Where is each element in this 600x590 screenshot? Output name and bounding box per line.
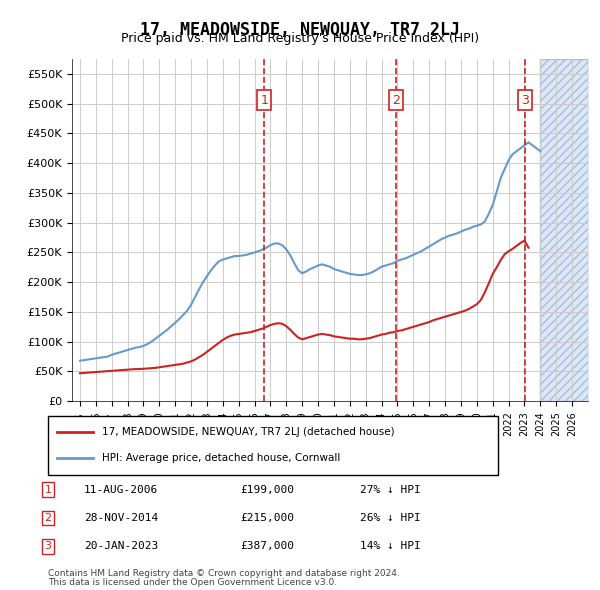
Text: £387,000: £387,000 xyxy=(240,542,294,551)
Text: £215,000: £215,000 xyxy=(240,513,294,523)
Text: 27% ↓ HPI: 27% ↓ HPI xyxy=(360,485,421,494)
Text: Price paid vs. HM Land Registry's House Price Index (HPI): Price paid vs. HM Land Registry's House … xyxy=(121,32,479,45)
Text: 1: 1 xyxy=(44,485,52,494)
Text: 1: 1 xyxy=(260,94,268,107)
Text: 17, MEADOWSIDE, NEWQUAY, TR7 2LJ: 17, MEADOWSIDE, NEWQUAY, TR7 2LJ xyxy=(140,21,460,39)
Text: 26% ↓ HPI: 26% ↓ HPI xyxy=(360,513,421,523)
Text: HPI: Average price, detached house, Cornwall: HPI: Average price, detached house, Corn… xyxy=(102,454,340,463)
Text: £199,000: £199,000 xyxy=(240,485,294,494)
Text: Contains HM Land Registry data © Crown copyright and database right 2024.: Contains HM Land Registry data © Crown c… xyxy=(48,569,400,578)
Text: 20-JAN-2023: 20-JAN-2023 xyxy=(84,542,158,551)
Text: 11-AUG-2006: 11-AUG-2006 xyxy=(84,485,158,494)
Text: This data is licensed under the Open Government Licence v3.0.: This data is licensed under the Open Gov… xyxy=(48,578,337,587)
FancyBboxPatch shape xyxy=(48,416,498,475)
Text: 2: 2 xyxy=(44,513,52,523)
Text: 3: 3 xyxy=(44,542,52,551)
Text: 14% ↓ HPI: 14% ↓ HPI xyxy=(360,542,421,551)
Text: 28-NOV-2014: 28-NOV-2014 xyxy=(84,513,158,523)
Text: 17, MEADOWSIDE, NEWQUAY, TR7 2LJ (detached house): 17, MEADOWSIDE, NEWQUAY, TR7 2LJ (detach… xyxy=(102,428,395,437)
Text: 3: 3 xyxy=(521,94,529,107)
Text: 2: 2 xyxy=(392,94,400,107)
